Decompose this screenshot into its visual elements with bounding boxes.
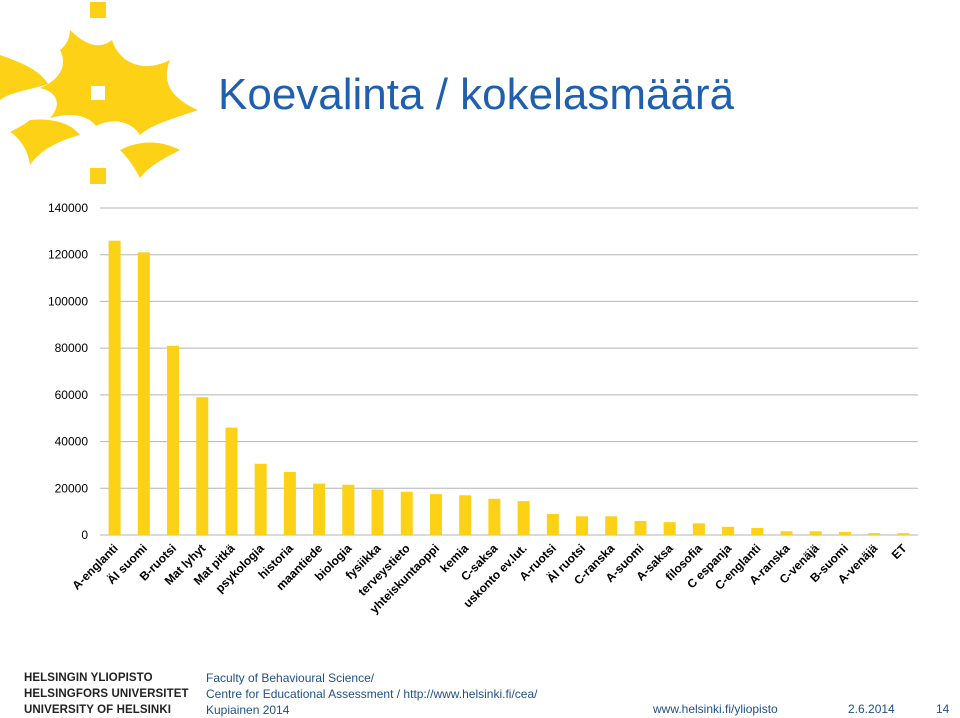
- footer-url: www.helsinki.fi/yliopisto: [653, 702, 778, 716]
- bar: [517, 501, 530, 535]
- bar: [663, 522, 676, 535]
- footer-date: 2.6.2014: [848, 702, 895, 716]
- bar: [868, 533, 881, 535]
- university-name-en: UNIVERSITY OF HELSINKI: [24, 704, 172, 716]
- bar: [429, 494, 442, 535]
- university-name-sv: HELSINGFORS UNIVERSITET: [24, 688, 189, 700]
- slide-footer: HELSINGIN YLIOPISTO HELSINGFORS UNIVERSI…: [0, 668, 960, 718]
- bar: [576, 516, 589, 535]
- bar: [196, 397, 209, 535]
- bar: [605, 516, 618, 535]
- bar-chart: 020000400006000080000100000120000140000 …: [48, 201, 918, 617]
- university-flame-logo: [0, 2, 198, 184]
- bar: [634, 520, 647, 535]
- bar: [838, 531, 851, 535]
- organization-info: Faculty of Behavioural Science/ Centre f…: [206, 670, 538, 718]
- bar: [167, 345, 180, 535]
- university-names: HELSINGIN YLIOPISTO HELSINGFORS UNIVERSI…: [24, 670, 189, 718]
- y-tick-label: 120000: [48, 248, 88, 262]
- bar: [400, 491, 413, 535]
- bar: [459, 495, 472, 535]
- org-line-3: Kupiainen 2014: [206, 703, 290, 717]
- bar: [897, 533, 910, 535]
- bar: [546, 513, 559, 535]
- bar: [809, 531, 822, 535]
- bar: [313, 483, 326, 535]
- bar: [751, 527, 764, 535]
- bar: [108, 240, 121, 535]
- y-tick-label: 20000: [55, 481, 89, 495]
- y-tick-label: 100000: [48, 294, 88, 308]
- bar: [283, 471, 296, 535]
- bar: [137, 252, 150, 535]
- bar: [692, 523, 705, 535]
- bar: [225, 427, 238, 535]
- page-number: 14: [936, 702, 950, 716]
- bar: [371, 489, 384, 535]
- chart-bars: [108, 240, 910, 535]
- org-line-2: Centre for Educational Assessment / http…: [206, 687, 538, 701]
- org-line-1: Faculty of Behavioural Science/: [206, 671, 375, 685]
- university-name-fi: HELSINGIN YLIOPISTO: [24, 672, 153, 684]
- y-tick-label: 60000: [55, 388, 89, 402]
- bar: [722, 526, 735, 535]
- chart-gridlines: [100, 207, 918, 536]
- bar: [488, 498, 501, 535]
- y-tick-label: 0: [81, 528, 88, 542]
- bar: [254, 463, 267, 535]
- x-tick-label: ET: [889, 541, 910, 562]
- y-axis-ticks: 0 20000 40000 60000 80000 100000 120000 140000: [48, 201, 88, 542]
- slide-title: Koevalinta / kokelasmäärä: [218, 70, 735, 119]
- y-tick-label: 140000: [48, 201, 88, 215]
- y-tick-label: 40000: [55, 435, 89, 449]
- bar: [342, 484, 355, 535]
- bar: [780, 531, 793, 535]
- y-tick-label: 80000: [55, 341, 89, 355]
